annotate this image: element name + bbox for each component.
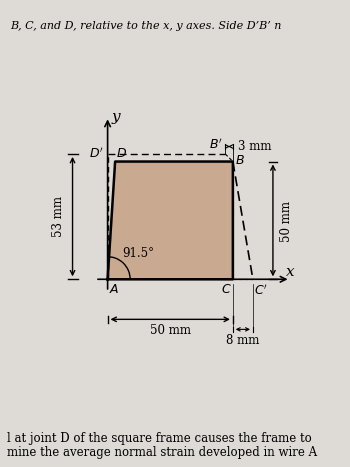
Text: B, C, and D, relative to the x, y axes. Side D’B’ n: B, C, and D, relative to the x, y axes. … bbox=[10, 21, 282, 31]
Text: l at joint D of the square frame causes the frame to: l at joint D of the square frame causes … bbox=[7, 432, 312, 445]
Text: $B$: $B$ bbox=[235, 154, 245, 167]
Text: y: y bbox=[111, 111, 120, 125]
Polygon shape bbox=[107, 162, 233, 279]
Text: 3 mm: 3 mm bbox=[238, 140, 271, 153]
Text: x: x bbox=[286, 264, 294, 278]
Text: $D'$: $D'$ bbox=[89, 147, 104, 161]
Text: $D$: $D$ bbox=[116, 147, 127, 160]
Text: $B'$: $B'$ bbox=[209, 137, 223, 151]
Text: 50 mm: 50 mm bbox=[280, 201, 293, 242]
Text: $C'$: $C'$ bbox=[254, 283, 268, 297]
Text: 53 mm: 53 mm bbox=[52, 196, 65, 237]
Text: 8 mm: 8 mm bbox=[226, 334, 260, 347]
Text: $C$: $C$ bbox=[221, 283, 232, 296]
Text: 91.5°: 91.5° bbox=[122, 247, 155, 260]
Text: 50 mm: 50 mm bbox=[150, 325, 191, 337]
Text: mine the average normal strain developed in wire A: mine the average normal strain developed… bbox=[7, 446, 317, 459]
Text: $A$: $A$ bbox=[109, 283, 119, 296]
